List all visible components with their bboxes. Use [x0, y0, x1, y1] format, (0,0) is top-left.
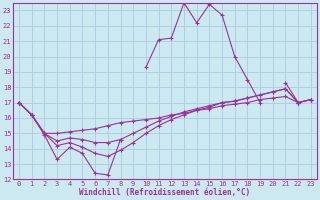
X-axis label: Windchill (Refroidissement éolien,°C): Windchill (Refroidissement éolien,°C)	[79, 188, 251, 197]
